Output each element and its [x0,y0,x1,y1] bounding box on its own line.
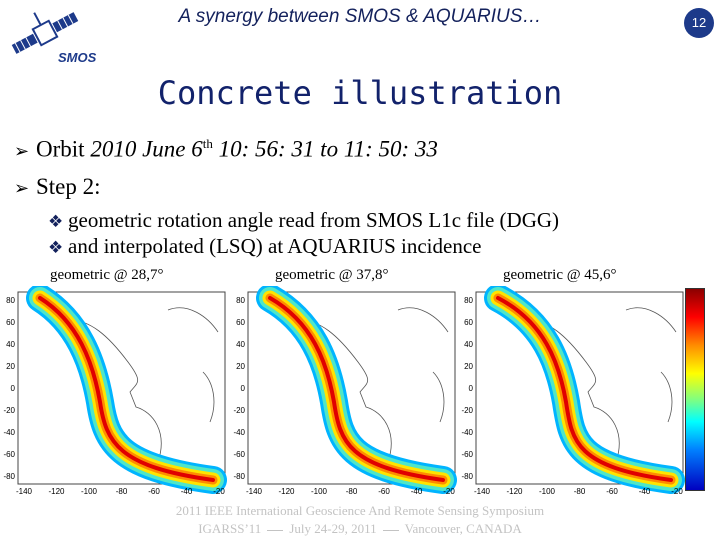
x-tick-label: -40 [639,487,651,496]
y-tick-label: 20 [464,362,473,371]
footer-location: Vancouver, CANADA [404,521,522,536]
y-tick-label: 40 [464,340,473,349]
bullet-orbit-sup: th [202,136,213,151]
y-tick-label: 80 [464,296,473,305]
map-label-1: geometric @ 28,7° [50,267,164,283]
y-tick-label: 20 [6,362,15,371]
x-tick-label: -60 [378,487,390,496]
y-tick-label: 60 [464,318,473,327]
colorbar [685,288,705,491]
coastline [397,307,449,423]
x-tick-label: -20 [671,487,683,496]
sub-bullet-text: geometric rotation angle read from SMOS … [68,208,560,232]
y-tick-label: 40 [236,340,245,349]
footer-dash [267,529,284,531]
x-tick-label: -140 [246,487,263,496]
coastline [167,307,219,423]
map-label-3: geometric @ 45,6° [503,267,617,283]
coastline [625,307,677,423]
arrow-bullet-icon: ➢ [14,140,30,162]
page-number-badge: 12 [684,8,714,38]
bullet-orbit: ➢ Orbit 2010 June 6th 10: 56: 31 to 11: 5… [14,136,438,163]
y-tick-label: 80 [6,296,15,305]
smos-logo: SMOS [11,12,97,65]
y-tick-label: -40 [461,428,473,437]
header-title: A synergy between SMOS & AQUARIUS… [178,6,542,27]
sub-bullet-geometric: ❖ geometric rotation angle read from SMOS… [48,208,559,233]
diamond-bullet-icon: ❖ [48,212,64,232]
x-tick-label: -60 [148,487,160,496]
y-tick-label: 60 [6,318,15,327]
y-tick-label: -20 [233,406,245,415]
footer-details: IGARSS’11 July 24-29, 2011 Vancouver, CANA… [0,521,720,537]
bullet-orbit-prefix: Orbit [36,136,91,162]
swath-band [268,296,445,482]
bullet-step-text: Step 2: [36,174,101,199]
y-tick-label: -80 [233,472,245,481]
sub-bullet-interpolated: ❖ and interpolated (LSQ) at AQUARIUS inci… [48,234,481,259]
x-tick-label: -120 [278,487,295,496]
y-tick-label: -40 [3,428,15,437]
x-tick-label: -120 [48,487,65,496]
y-tick-label: -60 [461,450,473,459]
bullet-orbit-date: 2010 June 6 [90,136,203,162]
y-tick-label: -60 [233,450,245,459]
y-tick-label: -40 [233,428,245,437]
y-tick-label: 40 [6,340,15,349]
y-tick-label: -20 [3,406,15,415]
sub-bullet-text: and interpolated (LSQ) at AQUARIUS incid… [68,234,482,258]
footer-dash [382,529,399,531]
y-tick-label: 80 [236,296,245,305]
footer-dates: July 24-29, 2011 [289,521,377,536]
y-tick-label: -20 [461,406,473,415]
diamond-bullet-icon: ❖ [48,238,64,258]
coastline [287,319,392,481]
y-tick-label: 0 [241,384,246,393]
x-tick-label: -80 [574,487,586,496]
map-label-2: geometric @ 37,8° [275,267,389,283]
slide-title: Concrete illustration [157,74,563,112]
x-tick-label: -40 [181,487,193,496]
x-tick-label: -140 [16,487,33,496]
x-tick-label: -140 [474,487,491,496]
y-tick-label: -80 [3,472,15,481]
bullet-orbit-time: 10: 56: 31 to 11: 50: 33 [212,136,438,162]
x-tick-label: -80 [346,487,358,496]
x-tick-label: -120 [506,487,523,496]
arrow-bullet-icon: ➢ [14,178,30,199]
x-tick-label: -80 [116,487,128,496]
y-tick-label: 0 [469,384,474,393]
swath-band [38,296,215,482]
x-tick-label: -100 [311,487,328,496]
y-tick-label: 60 [236,318,245,327]
y-tick-label: -80 [461,472,473,481]
x-tick-label: -100 [539,487,556,496]
swath-band [496,296,673,482]
coastline [515,319,620,481]
footer-conference: 2011 IEEE International Geoscience And R… [175,503,545,518]
x-tick-label: -60 [606,487,618,496]
y-tick-label: -60 [3,450,15,459]
x-tick-label: -20 [213,487,225,496]
y-tick-label: 20 [236,362,245,371]
x-tick-label: -40 [411,487,423,496]
bullet-step: ➢ Step 2: [14,174,101,200]
footer-acronym: IGARSS’11 [198,521,262,536]
coastline [57,319,162,481]
logo-text: SMOS [58,50,97,65]
y-tick-label: 0 [11,384,16,393]
x-tick-label: -100 [81,487,98,496]
x-tick-label: -20 [443,487,455,496]
